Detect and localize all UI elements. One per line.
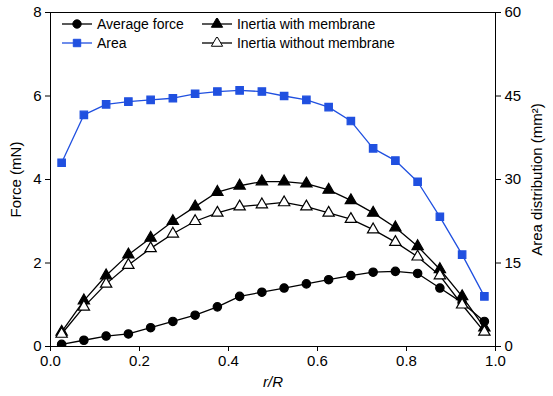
svg-text:0.0: 0.0 (40, 352, 61, 369)
svg-text:6: 6 (33, 87, 41, 104)
svg-text:8: 8 (33, 3, 41, 20)
svg-text:0.6: 0.6 (307, 352, 328, 369)
svg-text:0.2: 0.2 (129, 352, 150, 369)
svg-text:r/R: r/R (263, 373, 283, 390)
svg-text:0.8: 0.8 (396, 352, 417, 369)
html-text:Average force: Average force (97, 16, 184, 32)
svg-text:60: 60 (505, 3, 522, 20)
html-text:Inertia without membrane: Inertia without membrane (236, 35, 395, 51)
svg-text:4: 4 (33, 170, 41, 187)
svg-text:45: 45 (505, 87, 522, 104)
html-text:Inertia with membrane: Inertia with membrane (236, 16, 376, 32)
svg-text:1.0: 1.0 (485, 352, 506, 369)
svg-text:0: 0 (504, 337, 513, 355)
html-text:Area: Area (97, 35, 127, 51)
svg-text:2: 2 (33, 254, 41, 271)
svg-text:15: 15 (505, 254, 522, 271)
svg-text:Area distribution (mm²): Area distribution (mm²) (528, 103, 545, 256)
svg-text:0.4: 0.4 (218, 352, 239, 369)
svg-text:Force (mN): Force (mN) (7, 142, 24, 218)
svg-text:0: 0 (33, 337, 42, 355)
svg-text:30: 30 (505, 170, 522, 187)
